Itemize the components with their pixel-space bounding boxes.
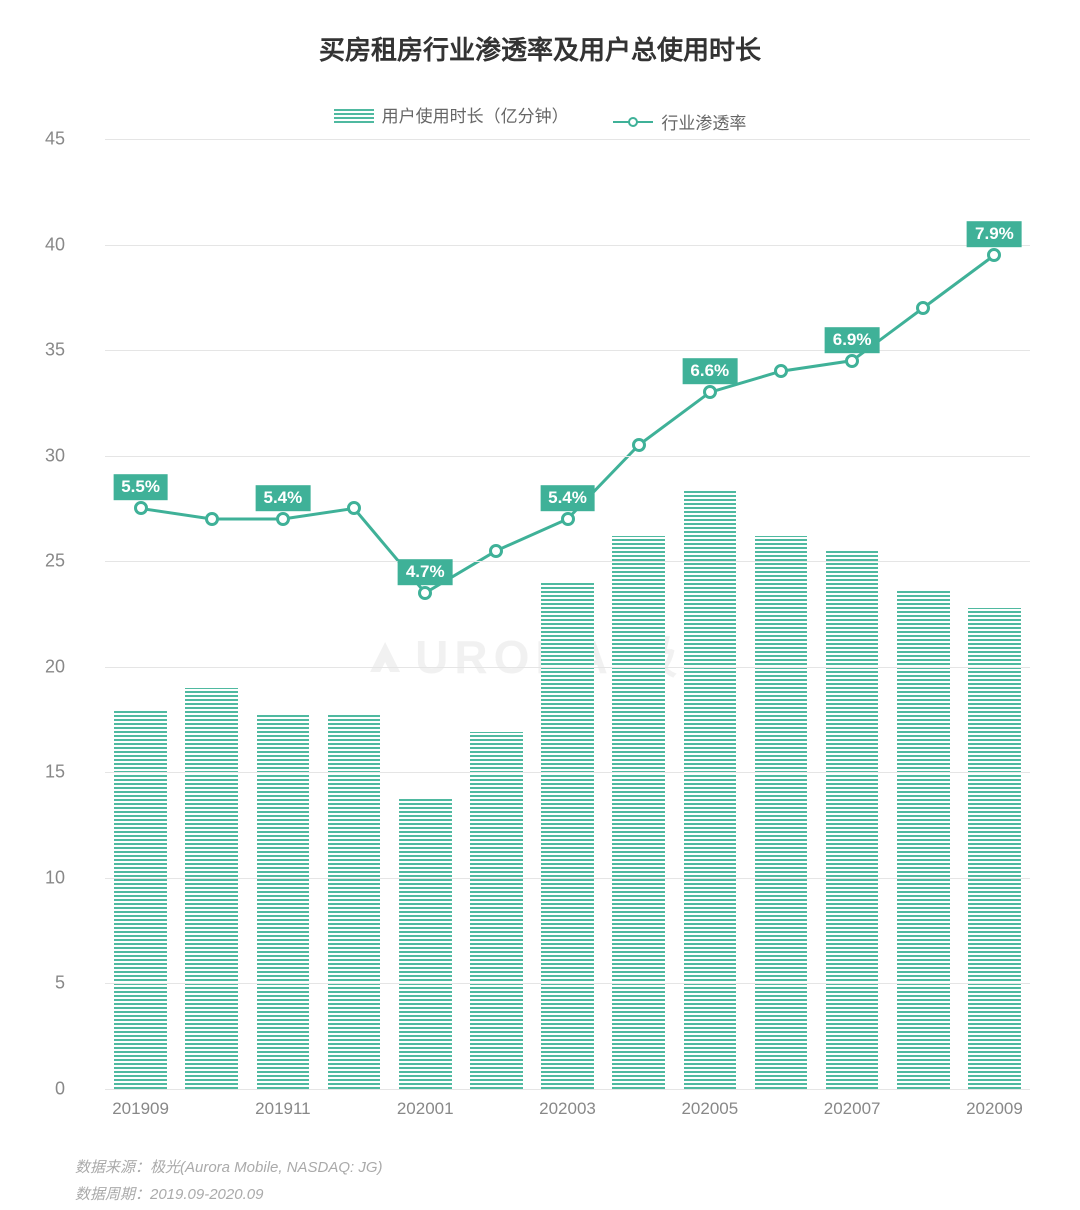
gridline (105, 561, 1030, 562)
x-axis-label: 202005 (681, 1099, 738, 1119)
gridline (105, 456, 1030, 457)
bar-slot: 202005 (674, 139, 745, 1089)
bar (399, 798, 452, 1089)
line-data-label: 6.6% (682, 359, 737, 385)
footer-source: 数据来源：极光(Aurora Mobile, NASDAQ: JG) (75, 1154, 1040, 1181)
bar-slot (176, 139, 247, 1089)
gridline (105, 772, 1030, 773)
x-axis-label: 202001 (397, 1099, 454, 1119)
line-data-label: 4.7% (398, 559, 453, 585)
plot-area: URORA 极光 2019092019112020012020032020052… (70, 139, 1030, 1129)
y-axis-label: 35 (40, 340, 65, 361)
bar (257, 713, 310, 1089)
bar (755, 536, 808, 1089)
legend-bar-swatch (334, 107, 374, 123)
line-data-label: 5.4% (256, 485, 311, 511)
y-axis-label: 15 (40, 762, 65, 783)
line-marker (987, 248, 1001, 262)
bar (826, 551, 879, 1089)
legend-item-bar: 用户使用时长（亿分钟） (334, 102, 569, 127)
chart-footer: 数据来源：极光(Aurora Mobile, NASDAQ: JG) 数据周期：… (75, 1154, 1040, 1208)
y-axis-label: 5 (40, 973, 65, 994)
x-axis-label: 201909 (112, 1099, 169, 1119)
bar (968, 608, 1021, 1089)
x-axis-label: 202003 (539, 1099, 596, 1119)
legend-line-marker-icon (628, 117, 638, 127)
bar (684, 489, 737, 1089)
y-axis-label: 45 (40, 129, 65, 150)
line-marker (134, 501, 148, 515)
line-marker (205, 512, 219, 526)
bar-slot (318, 139, 389, 1089)
legend-item-line: 行业渗透率 (613, 109, 746, 134)
bar-slot (603, 139, 674, 1089)
line-data-label: 5.5% (113, 475, 168, 501)
bar (541, 582, 594, 1089)
bar (470, 732, 523, 1089)
bar-slot (888, 139, 959, 1089)
line-marker (703, 385, 717, 399)
bar-slot: 202009 (959, 139, 1030, 1089)
line-marker (845, 354, 859, 368)
footer-period: 数据周期：2019.09-2020.09 (75, 1181, 1040, 1208)
bar (612, 536, 665, 1089)
y-axis-label: 30 (40, 445, 65, 466)
legend: 用户使用时长（亿分钟） 行业渗透率 (40, 102, 1040, 134)
bar (114, 709, 167, 1089)
line-data-label: 7.9% (967, 221, 1022, 247)
bars-container: 201909 201911 202001 202003 202005 202007 2020… (105, 139, 1030, 1089)
chart-title: 买房租房行业渗透率及用户总使用时长 (40, 30, 1040, 67)
line-marker (276, 512, 290, 526)
bar (897, 589, 950, 1089)
gridline (105, 878, 1030, 879)
legend-line-swatch (613, 121, 653, 123)
line-marker (489, 544, 503, 558)
gridline (105, 667, 1030, 668)
bar-slot (461, 139, 532, 1089)
line-marker (347, 501, 361, 515)
line-marker (916, 301, 930, 315)
line-data-label: 6.9% (825, 327, 880, 353)
bar-slot: 202007 (817, 139, 888, 1089)
y-axis-label: 40 (40, 234, 65, 255)
bar-slot: 201911 (247, 139, 318, 1089)
x-axis-label: 202009 (966, 1099, 1023, 1119)
line-marker (561, 512, 575, 526)
legend-line-label: 行业渗透率 (661, 109, 746, 134)
bar-slot: 202001 (390, 139, 461, 1089)
x-axis-label: 201911 (255, 1099, 310, 1119)
bar (185, 688, 238, 1089)
line-marker (632, 438, 646, 452)
y-axis-label: 10 (40, 867, 65, 888)
gridline (105, 1089, 1030, 1090)
y-axis-label: 20 (40, 656, 65, 677)
gridline (105, 350, 1030, 351)
line-marker (774, 364, 788, 378)
gridline (105, 983, 1030, 984)
bar-slot (745, 139, 816, 1089)
y-axis-label: 0 (40, 1079, 65, 1100)
line-marker (418, 586, 432, 600)
bar-slot: 202003 (532, 139, 603, 1089)
bar-slot: 201909 (105, 139, 176, 1089)
line-data-label: 5.4% (540, 485, 595, 511)
x-axis-label: 202007 (824, 1099, 881, 1119)
gridline (105, 139, 1030, 140)
legend-bar-label: 用户使用时长（亿分钟） (382, 102, 569, 127)
gridline (105, 245, 1030, 246)
y-axis-label: 25 (40, 551, 65, 572)
chart-container: 买房租房行业渗透率及用户总使用时长 用户使用时长（亿分钟） 行业渗透率 UROR… (0, 0, 1080, 1210)
